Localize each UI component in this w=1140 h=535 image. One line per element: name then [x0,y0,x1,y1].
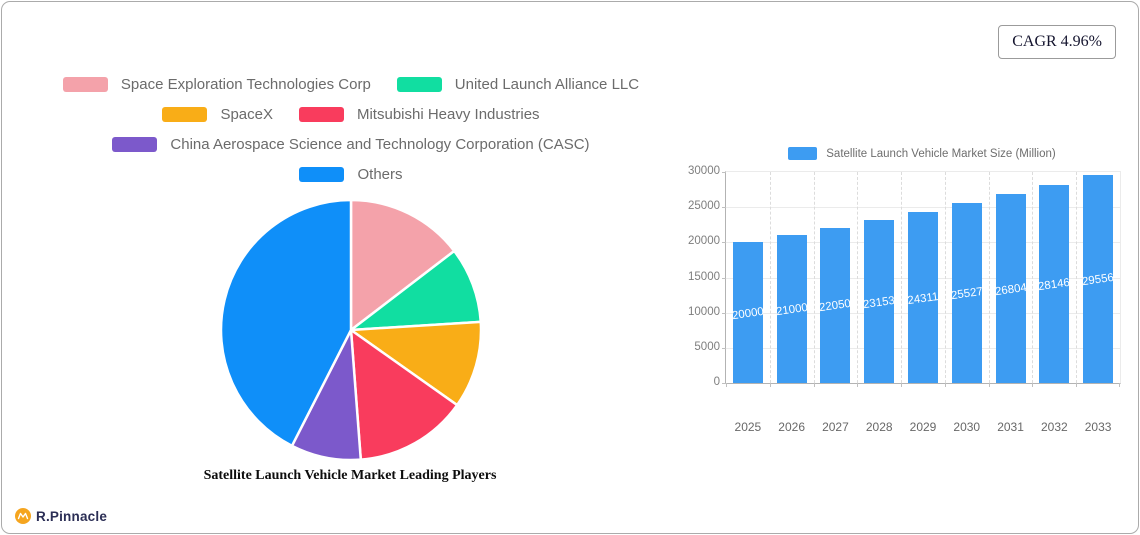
bar-2028[interactable]: 23153 [863,220,896,383]
x-axis-label-2026: 2026 [778,420,805,434]
pie-chart [219,198,483,462]
x-axis-tick [1032,383,1034,387]
gridline-vertical [988,172,990,383]
y-axis-tick [722,312,726,314]
x-axis-tick [1119,383,1120,387]
legend-label: SpaceX [220,106,273,123]
y-axis-label-20000: 20000 [688,235,720,248]
bar-value-label: 26804 [993,281,1028,298]
gridline-horizontal [726,207,1120,209]
legend-label: United Launch Alliance LLC [454,76,640,93]
pie-slice-space-exploration-technologies-corp[interactable] [349,198,456,332]
pie-title: Satellite Launch Vehicle Market Leading … [203,468,497,483]
y-axis-label-5000: 5000 [694,340,720,353]
bar-value-label: 23153 [862,294,896,311]
bar-value-label: 28146 [1037,276,1071,294]
gridline-vertical [1076,172,1078,383]
bar-legend-item[interactable]: Satellite Launch Vehicle Market Size (Mi… [725,147,1119,160]
legend-item-others[interactable]: Others [299,166,403,183]
bar-value-label: 21000 [774,301,809,319]
bar-value-label: 20000 [731,305,765,322]
pinnacle-logo-icon [15,508,31,524]
y-axis-tick [722,277,726,279]
x-axis-tick [1076,383,1078,387]
y-axis-tick [722,383,726,384]
legend-item-space-exploration-technologies-corp[interactable]: Space Exploration Technologies Corp [62,76,371,93]
gridline-vertical [944,172,946,383]
legend-item-china-aerospace-science-and-technology-c[interactable]: China Aerospace Science and Technology C… [112,136,590,153]
bar-chart: Satellite Launch Vehicle Market Size (Mi… [662,142,1140,434]
y-axis-label-25000: 25000 [688,200,720,213]
y-axis-label-10000: 10000 [688,305,720,318]
legend-swatch [162,107,208,122]
cagr-badge: CAGR 4.96% [998,25,1116,59]
x-axis-label-2032: 2032 [1040,420,1068,434]
x-axis-tick [769,383,771,387]
legend-item-spacex[interactable]: SpaceX [162,106,273,123]
y-axis-tick [722,207,726,209]
bar-plot-area: 0 5000 10000 15000 20000 25000 30000 20000 2025 2… [688,165,1121,434]
y-axis-label-0: 0 [713,376,720,388]
legend-label: Mitsubishi Heavy Industries [356,106,540,123]
bar-2033[interactable]: 29556 [1081,175,1115,383]
x-axis-label-2029: 2029 [909,420,937,434]
bar-2027[interactable]: 22050 [819,227,852,383]
bar-2029[interactable]: 24311 [907,212,939,383]
legend-label: China Aerospace Science and Technology C… [170,136,590,153]
bar-2026[interactable]: 21000 [775,235,808,383]
x-axis-tick [944,383,946,387]
brand-logo: R.Pinnacle [15,508,107,524]
bar-value-label: 24311 [906,290,940,307]
y-axis-label-30000: 30000 [688,165,720,177]
gridline-vertical [813,172,815,383]
bar-2032[interactable]: 28146 [1038,185,1071,383]
legend-label: Others [357,166,403,183]
pie-slice-spacex[interactable] [349,320,483,407]
pie-legend-row: Others [20,166,682,183]
legend-label: Space Exploration Technologies Corp [120,76,371,93]
pie-slice-mitsubishi-heavy-industries[interactable] [349,328,459,461]
x-axis-tick [901,383,903,387]
y-axis-label-15000: 15000 [688,270,720,283]
x-axis-label-2028: 2028 [865,420,893,434]
pie-legend-row: China Aerospace Science and Technology C… [20,136,682,153]
x-axis-label-2031: 2031 [997,420,1024,434]
x-axis-label-2025: 2025 [734,420,762,434]
pie-legend-row: Space Exploration Technologies Corp Unite… [20,76,682,93]
bar-2025[interactable]: 20000 [731,242,765,383]
legend-swatch [298,107,344,122]
x-axis-tick [857,383,859,387]
legend-swatch [62,77,108,92]
bar-legend-swatch [788,147,818,160]
x-axis-tick [813,383,815,387]
y-axis-tick [722,347,726,349]
gridline-vertical [857,172,859,383]
bar-2031[interactable]: 26804 [994,194,1027,383]
x-axis-tick [726,383,727,387]
y-axis-tick [722,172,726,173]
legend-swatch [299,167,345,182]
bar-value-label: 29556 [1081,271,1115,289]
pie-slice-others[interactable] [219,198,353,448]
x-axis-label-2030: 2030 [953,420,981,434]
pie-legend: Space Exploration Technologies Corp Unite… [20,76,682,183]
legend-swatch [112,137,158,152]
x-axis-label-2033: 2033 [1084,420,1112,434]
x-axis-label-2027: 2027 [822,420,849,434]
pie-legend-row: SpaceX Mitsubishi Heavy Industries [20,106,682,123]
legend-swatch [396,77,442,92]
gridline-vertical [1032,172,1034,383]
bar-value-label: 25527 [950,286,984,303]
legend-item-united-launch-alliance-llc[interactable]: United Launch Alliance LLC [396,76,640,93]
y-axis-tick [722,242,726,244]
legend-item-mitsubishi-heavy-industries[interactable]: Mitsubishi Heavy Industries [298,106,540,123]
x-axis-tick [988,383,990,387]
pie-slice-united-launch-alliance-llc[interactable] [349,249,482,332]
gridline-vertical [769,172,771,383]
bar-2030[interactable]: 25527 [950,203,983,383]
brand-name: R.Pinnacle [36,508,108,524]
bar-legend-label: Satellite Launch Vehicle Market Size (Mi… [826,147,1056,160]
gridline-vertical [901,172,903,383]
